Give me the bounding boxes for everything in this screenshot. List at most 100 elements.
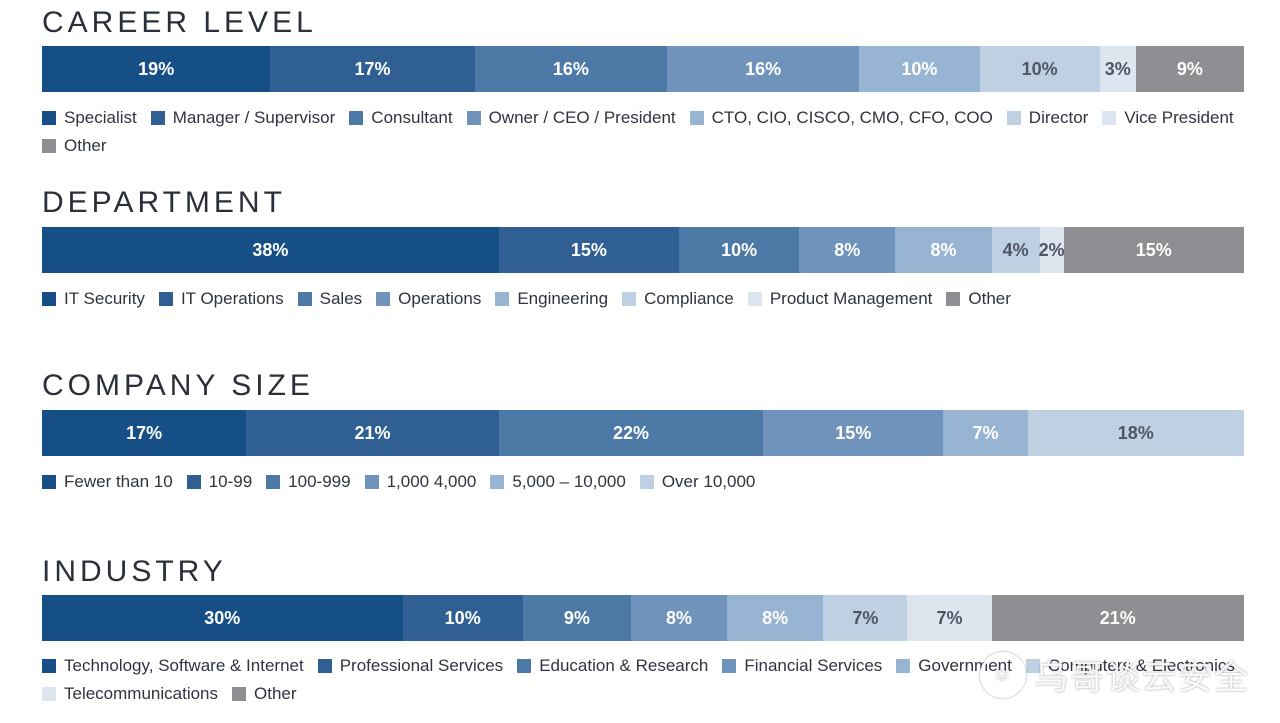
- company-size-legend-item-over-10-000: Over 10,000: [639, 472, 756, 492]
- legend-swatch-icon: [1102, 111, 1117, 125]
- industry-legend-label: Education & Research: [539, 656, 709, 675]
- career-level-legend-label: Specialist: [64, 108, 137, 127]
- industry-legend-item-government: Government: [896, 656, 1012, 676]
- company-size-segment-label-fewer-than-10: 17%: [126, 422, 163, 443]
- career-level-legend-label: Consultant: [371, 108, 453, 127]
- career-level-legend-label: Owner / CEO / President: [488, 108, 676, 127]
- department-legend-item-it-security: IT Security: [42, 289, 145, 309]
- industry-legend: Technology, Software & Internet Professio…: [42, 656, 1252, 704]
- legend-swatch-icon: [42, 139, 56, 153]
- department-segment-it-security: 38%: [42, 227, 499, 273]
- legend-swatch-icon: [722, 659, 737, 673]
- career-level-legend-label: Director: [1028, 108, 1089, 127]
- legend-swatch-icon: [364, 475, 379, 489]
- industry-legend-label: Financial Services: [744, 656, 883, 675]
- industry-legend-item-financial-services: Financial Services: [722, 656, 882, 676]
- department-bar: 38% 15% 10% 8% 8% 4% 2% 15%: [42, 227, 1244, 273]
- legend-swatch-icon: [689, 111, 704, 125]
- department-segment-compliance: 4%: [991, 227, 1040, 273]
- industry-segment-education-and-research: 9%: [522, 595, 631, 641]
- department-segment-sales: 10%: [679, 227, 800, 273]
- legend-swatch-icon: [517, 659, 532, 673]
- industry-legend-item-education-and-research: Education & Research: [517, 656, 708, 676]
- industry-segment-label-government: 8%: [762, 607, 789, 628]
- company-size-legend-item-5-000-10-000: 5,000 – 10,000: [490, 472, 626, 492]
- company-size-segment-100-999: 22%: [498, 410, 764, 456]
- legend-swatch-icon: [747, 292, 762, 306]
- legend-swatch-icon: [42, 659, 56, 673]
- career-level-segment-director: 10%: [979, 46, 1100, 92]
- career-level-legend-label: Vice President: [1124, 108, 1234, 127]
- department-segment-label-it-operations: 15%: [570, 239, 607, 260]
- career-level-legend-label: Manager / Supervisor: [172, 108, 336, 127]
- company-size-segment-over-10-000: 18%: [1027, 410, 1244, 456]
- company-size-segment-label-1-000-4-000: 15%: [835, 422, 872, 443]
- career-level-segment-manager-supervisor: 17%: [270, 46, 475, 92]
- company-size-legend-label: 100-999: [288, 472, 351, 491]
- career-level-segment-label-other: 9%: [1176, 58, 1203, 79]
- department-legend-label: Other: [968, 289, 1011, 308]
- company-size-segment-label-10-99: 21%: [354, 422, 391, 443]
- industry-legend-item-telecommunications: Telecommunications: [42, 684, 218, 704]
- legend-swatch-icon: [946, 292, 961, 306]
- department-legend-item-compliance: Compliance: [622, 289, 734, 309]
- industry-segment-technology-software-and-internet: 30%: [42, 595, 403, 641]
- industry-segment-label-other: 21%: [1099, 607, 1136, 628]
- company-size-segment-5-000-10-000: 7%: [943, 410, 1028, 456]
- career-level-segment-label-owner-ceo-president: 16%: [745, 58, 782, 79]
- industry-section: INDUSTRY 30% 10% 9% 8% 8% 7% 7% 21% Technology,…: [42, 555, 1244, 715]
- career-level-segment-label-consultant: 16%: [552, 58, 589, 79]
- company-size-legend: Fewer than 10 10-99 100-999 1,000 4,000 5,00…: [42, 472, 1252, 492]
- legend-swatch-icon: [186, 475, 201, 489]
- company-size-segment-10-99: 21%: [246, 410, 499, 456]
- legend-swatch-icon: [490, 475, 505, 489]
- career-level-legend-item-specialist: Specialist: [42, 108, 137, 128]
- career-level-bar: 19% 17% 16% 16% 10% 10% 3% 9%: [42, 46, 1244, 92]
- department-segment-label-engineering: 8%: [930, 239, 957, 260]
- department-segment-label-product-management: 2%: [1038, 239, 1065, 260]
- legend-swatch-icon: [1006, 111, 1021, 125]
- career-level-section: CAREER LEVEL 19% 17% 16% 16% 10% 10% 3% 9% Spec…: [42, 6, 1244, 156]
- career-level-segment-label-director: 10%: [1021, 58, 1058, 79]
- company-size-legend-label: 10-99: [208, 472, 253, 491]
- industry-segment-label-financial-services: 8%: [666, 607, 693, 628]
- career-level-legend-item-director: Director: [1006, 108, 1089, 128]
- company-size-legend-label: Fewer than 10: [64, 472, 173, 491]
- department-segment-label-compliance: 4%: [1002, 239, 1029, 260]
- department-legend-label: IT Operations: [180, 289, 284, 308]
- career-level-legend: Specialist Manager / Supervisor Consultant…: [42, 108, 1252, 156]
- career-level-legend-label: CTO, CIO, CISCO, CMO, CFO, COO: [711, 108, 993, 127]
- department-legend-label: Compliance: [644, 289, 734, 308]
- career-level-segment-other: 9%: [1135, 46, 1244, 92]
- industry-legend-item-computers-and-electronics: Computers & Electronics: [1025, 656, 1235, 676]
- department-legend-item-product-management: Product Management: [747, 289, 932, 309]
- department-legend-label: Sales: [319, 289, 363, 308]
- department-title: DEPARTMENT: [42, 186, 286, 219]
- department-legend-item-other: Other: [946, 289, 1011, 309]
- company-size-legend-item-1-000-4-000: 1,000 4,000: [364, 472, 476, 492]
- department-segment-other: 15%: [1063, 227, 1244, 273]
- legend-swatch-icon: [639, 475, 654, 489]
- legend-swatch-icon: [158, 292, 173, 306]
- department-legend-item-it-operations: IT Operations: [158, 289, 284, 309]
- company-size-segment-label-5-000-10-000: 7%: [972, 422, 999, 443]
- department-segment-product-management: 2%: [1038, 227, 1065, 273]
- career-level-segment-consultant: 16%: [474, 46, 668, 92]
- company-size-segment-label-over-10-000: 18%: [1117, 422, 1154, 443]
- industry-segment-telecommunications: 7%: [907, 595, 992, 641]
- company-size-legend-label: Over 10,000: [661, 472, 756, 491]
- career-level-legend-item-cto-cio-cisco-cmo-cfo-coo: CTO, CIO, CISCO, CMO, CFO, COO: [689, 108, 993, 128]
- career-level-legend-item-vice-president: Vice President: [1102, 108, 1234, 128]
- legend-swatch-icon: [896, 659, 911, 673]
- industry-legend-label: Professional Services: [339, 656, 504, 675]
- department-segment-label-other: 15%: [1135, 239, 1172, 260]
- department-legend-item-operations: Operations: [376, 289, 481, 309]
- department-segment-label-it-security: 38%: [252, 239, 289, 260]
- legend-swatch-icon: [495, 292, 510, 306]
- industry-segment-label-telecommunications: 7%: [936, 607, 963, 628]
- legend-swatch-icon: [42, 111, 56, 125]
- career-level-legend-item-consultant: Consultant: [349, 108, 453, 128]
- company-size-legend-item-10-99: 10-99: [186, 472, 253, 492]
- legend-swatch-icon: [266, 475, 281, 489]
- department-legend-label: Operations: [398, 289, 482, 308]
